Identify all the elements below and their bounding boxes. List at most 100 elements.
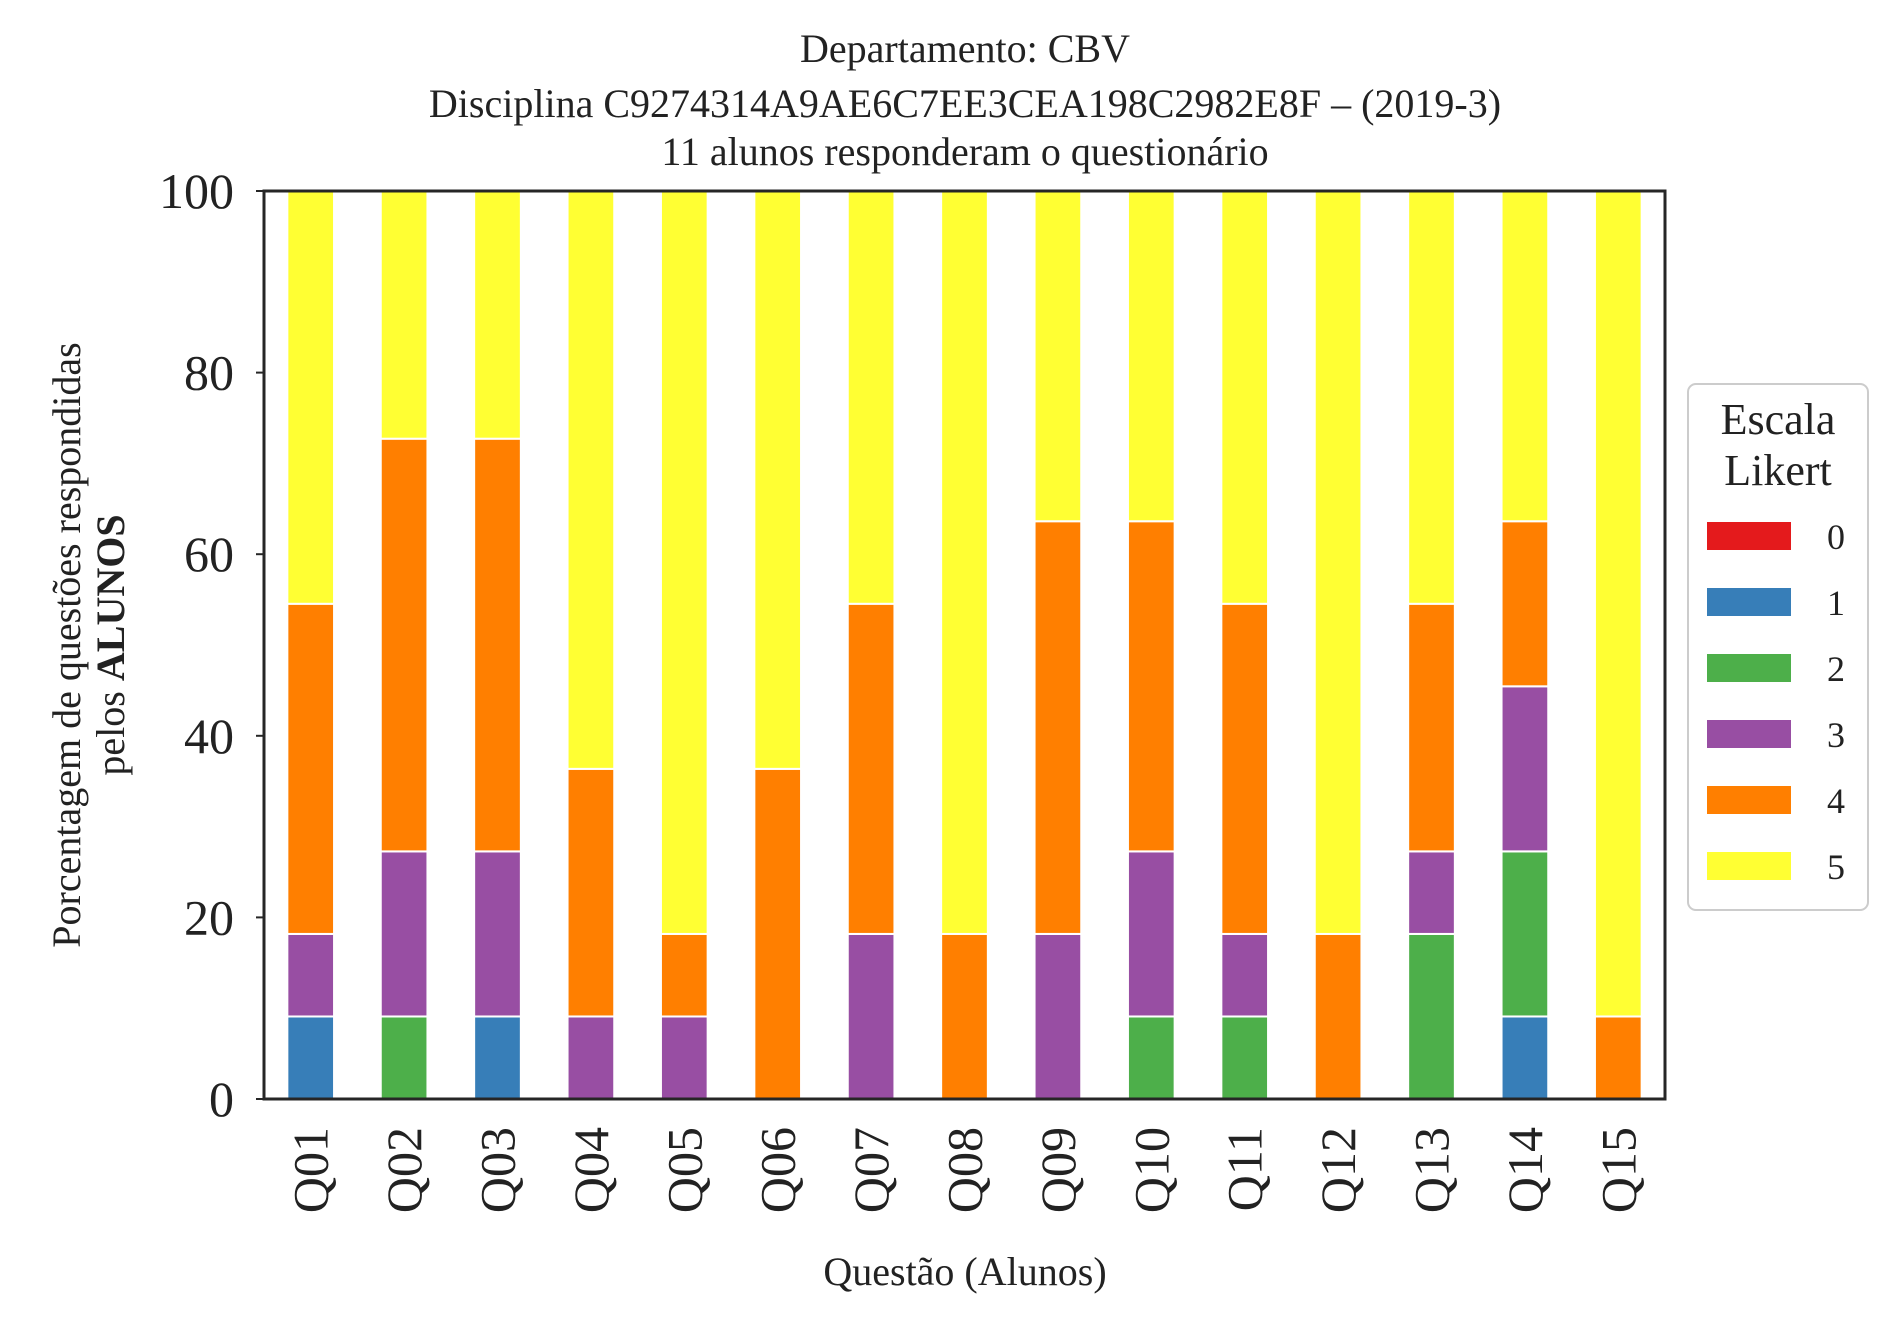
bar-segment-q13-likert-3: [1407, 850, 1456, 935]
x-tick-label-q12: Q12: [1310, 1127, 1366, 1213]
bar-segment-q10-likert-4: [1126, 520, 1176, 853]
bar-segment-q01-likert-4: [286, 602, 336, 935]
bar-segment-q05-likert-3: [659, 1015, 709, 1101]
x-tick-label-q08: Q08: [937, 1127, 993, 1213]
plot-area: [262, 189, 1667, 1101]
bar-segment-q11-likert-2: [1220, 1015, 1270, 1101]
y-tick-label-0: 0: [209, 1071, 234, 1127]
bar-segment-q14-likert-2: [1500, 850, 1550, 1018]
y-tick-label-20: 20: [184, 889, 234, 945]
bar-segment-q11-likert-3: [1220, 932, 1270, 1018]
x-axis-title: Questão (Alunos): [823, 1249, 1106, 1294]
x-tick-label-q07: Q07: [843, 1127, 899, 1213]
legend-label-3: 3: [1827, 715, 1845, 755]
bar-segment-q03-likert-4: [473, 437, 522, 853]
axes-frame: [262, 189, 1667, 1101]
legend-swatch-0: [1707, 522, 1791, 550]
title-line-2: Disciplina C9274314A9AE6C7EE3CEA198C2982…: [429, 81, 1501, 126]
bar-segment-q09-likert-3: [1033, 932, 1083, 1100]
bar-segment-q14-likert-5: [1500, 190, 1550, 523]
x-tick-label-q15: Q15: [1590, 1127, 1646, 1213]
bar-segment-q06-likert-5: [753, 190, 803, 770]
bar-segment-q11-likert-5: [1220, 190, 1270, 605]
bar-segment-q14-likert-3: [1500, 685, 1550, 853]
bar-segment-q07-likert-5: [846, 190, 896, 605]
x-tick-label-q02: Q02: [376, 1127, 432, 1213]
x-tick-label-q10: Q10: [1123, 1127, 1179, 1213]
legend-items: 0 1 2 3 4 5: [1707, 517, 1845, 887]
bar-segment-q13-likert-5: [1407, 190, 1456, 605]
x-tick-label-q06: Q06: [750, 1127, 806, 1213]
bar-segment-q08-likert-4: [940, 932, 989, 1100]
chart-title: Departamento: CBV Disciplina C9274314A9A…: [429, 26, 1501, 174]
bar-segment-q07-likert-4: [846, 602, 896, 935]
bar-segment-q04-likert-3: [566, 1015, 616, 1101]
x-tick-label-q05: Q05: [656, 1127, 712, 1213]
bars-layer: [286, 190, 1643, 1101]
bar-segment-q12-likert-4: [1313, 932, 1363, 1100]
x-tick-label-q04: Q04: [563, 1127, 619, 1213]
legend-label-5: 5: [1827, 847, 1845, 887]
bar-segment-q15-likert-5: [1593, 190, 1643, 1018]
bar-segment-q10-likert-2: [1126, 1015, 1176, 1101]
title-line-1: Departamento: CBV: [800, 26, 1130, 71]
legend-label-2: 2: [1827, 649, 1845, 689]
legend-swatch-4: [1707, 786, 1791, 814]
y-axis-title-bold: ALUNOS: [88, 514, 133, 681]
bar-segment-q04-likert-4: [566, 767, 616, 1018]
bar-segment-q05-likert-4: [659, 932, 709, 1018]
x-tick-label-q03: Q03: [470, 1127, 526, 1213]
bar-segment-q04-likert-5: [566, 190, 616, 770]
legend-label-1: 1: [1827, 583, 1845, 623]
y-tick-label-80: 80: [184, 345, 234, 401]
legend-swatch-3: [1707, 720, 1791, 748]
legend: Escala Likert 0 1 2 3 4 5: [1687, 383, 1869, 911]
title-line-3: 11 alunos responderam o questionário: [661, 129, 1268, 174]
bar-segment-q02-likert-2: [379, 1015, 429, 1101]
bar-segment-q01-likert-3: [286, 932, 336, 1018]
bar-segment-q12-likert-5: [1313, 190, 1363, 935]
legend-swatch-5: [1707, 852, 1791, 880]
bar-segment-q06-likert-4: [753, 767, 803, 1100]
bar-segment-q11-likert-4: [1220, 602, 1270, 935]
legend-title-line-2: Likert: [1724, 446, 1832, 495]
y-tick-label-40: 40: [184, 708, 234, 764]
bar-segment-q13-likert-4: [1407, 602, 1456, 853]
bar-segment-q03-likert-5: [473, 190, 522, 440]
bar-segment-q08-likert-5: [940, 190, 989, 935]
legend-label-0: 0: [1827, 517, 1845, 557]
legend-swatch-1: [1707, 588, 1791, 616]
x-tick-label-q11: Q11: [1217, 1127, 1273, 1211]
x-tick-label-q13: Q13: [1404, 1127, 1460, 1213]
legend-swatch-2: [1707, 654, 1791, 682]
bar-segment-q09-likert-5: [1033, 190, 1083, 523]
bar-segment-q10-likert-5: [1126, 190, 1176, 523]
y-axis-title-line-1: Porcentagem de questões respondidas: [44, 342, 89, 947]
y-tick-label-100: 100: [159, 163, 234, 219]
bar-segment-q02-likert-3: [379, 850, 429, 1018]
bar-segment-q15-likert-4: [1593, 1015, 1643, 1101]
x-axis-ticks: Q01 Q02 Q03 Q04 Q05 Q06 Q07 Q08 Q09 Q10 Q11 Q12 Q13 Q…: [283, 1127, 1647, 1213]
bar-segment-q03-likert-1: [473, 1015, 522, 1101]
legend-frame: [1687, 383, 1869, 911]
bar-segment-q01-likert-5: [286, 190, 336, 605]
y-tick-label-60: 60: [184, 526, 234, 582]
bar-segment-q05-likert-5: [659, 190, 709, 935]
y-axis-title-prefix: pelos: [88, 681, 133, 775]
bar-segment-q09-likert-4: [1033, 520, 1083, 935]
bar-segment-q13-likert-2: [1407, 932, 1456, 1100]
bar-segment-q01-likert-1: [286, 1015, 336, 1101]
y-axis-title-line-2: pelos ALUNOS: [88, 514, 133, 775]
bar-segment-q10-likert-3: [1126, 850, 1176, 1018]
bar-segment-q03-likert-3: [473, 850, 522, 1018]
bar-segment-q07-likert-3: [846, 932, 896, 1100]
x-tick-label-q01: Q01: [283, 1127, 339, 1213]
bar-segment-q02-likert-5: [379, 190, 429, 440]
y-axis-ticks: 0 20 40 60 80 100: [159, 163, 264, 1127]
bar-segment-q02-likert-4: [379, 437, 429, 853]
y-axis-title: Porcentagem de questões respondidas pelo…: [44, 342, 133, 947]
bar-segment-q14-likert-1: [1500, 1015, 1550, 1101]
x-tick-label-q09: Q09: [1030, 1127, 1086, 1213]
x-tick-label-q14: Q14: [1497, 1127, 1553, 1213]
